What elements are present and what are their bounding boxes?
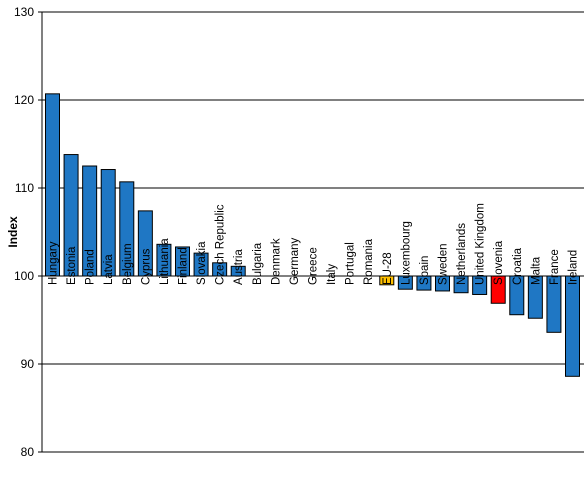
category-label: France <box>549 249 561 285</box>
category-label: Czech Republic <box>215 204 227 285</box>
bar-france <box>546 275 562 333</box>
bar-spain <box>416 275 432 291</box>
y-tick-label: 90 <box>21 357 35 371</box>
category-label: Austria <box>233 249 245 285</box>
category-label: Netherlands <box>456 223 468 285</box>
category-label: Romania <box>363 238 375 285</box>
bar-united-kingdom <box>472 275 488 295</box>
bar-malta <box>527 275 543 319</box>
category-label: Bulgaria <box>252 242 264 285</box>
category-label: Ireland <box>568 250 580 285</box>
bar-luxembourg <box>397 275 413 290</box>
category-label: Germany <box>289 237 301 285</box>
category-label: Luxembourg <box>400 221 412 285</box>
category-label: Malta <box>530 256 542 285</box>
category-label: Estonia <box>66 246 78 285</box>
category-label: Finland <box>178 247 190 285</box>
bar-cyprus <box>137 210 153 277</box>
category-label: Portugal <box>345 242 357 285</box>
bar-estonia <box>63 154 79 277</box>
bar-slovakia <box>193 252 209 277</box>
y-tick-label: 110 <box>15 181 34 195</box>
bar-austria <box>230 265 246 277</box>
bar-finland <box>175 246 190 277</box>
bar-hungary <box>45 93 60 277</box>
bar-croatia <box>509 275 525 316</box>
y-axis-title: Index <box>6 216 20 248</box>
category-label: EU-28 <box>382 252 394 285</box>
category-label: United Kingdom <box>475 203 487 285</box>
category-label: Croatia <box>512 247 524 285</box>
category-label: Spain <box>419 256 431 285</box>
category-label: Italy <box>326 264 338 285</box>
category-label: Slovakia <box>196 241 208 285</box>
bar-latvia <box>100 169 116 277</box>
category-label: Lithuania <box>159 238 171 285</box>
bar-czech-republic <box>212 262 228 277</box>
bar-belgium <box>119 181 135 277</box>
y-tick-label: 130 <box>14 5 34 19</box>
bar-poland <box>82 165 98 277</box>
category-label: Cyprus <box>140 248 152 285</box>
category-label: Hungary <box>48 241 60 285</box>
category-label: Sweden <box>438 243 450 285</box>
category-label: Greece <box>308 247 320 285</box>
bar-eu-28 <box>379 275 395 286</box>
category-label: Denmark <box>270 238 282 285</box>
category-label: Belgium <box>122 243 134 285</box>
category-label: Latvia <box>103 254 115 285</box>
bar-slovenia <box>490 275 506 304</box>
bars <box>45 93 580 377</box>
y-tick-label: 100 <box>14 269 34 283</box>
category-label: Poland <box>85 249 97 285</box>
bar-lithuania <box>156 243 172 277</box>
category-label: Slovenia <box>493 240 505 285</box>
y-tick-label: 120 <box>14 93 34 107</box>
bar-sweden <box>435 275 450 292</box>
y-axis-ticks: 80 90 100 110 120 130 <box>14 5 42 459</box>
y-tick-label: 80 <box>21 445 35 459</box>
category-labels: Hungary Estonia Poland Latvia Belgium Cyprus L… <box>48 203 580 285</box>
bar-ireland <box>565 275 580 377</box>
bar-netherlands <box>453 275 469 294</box>
